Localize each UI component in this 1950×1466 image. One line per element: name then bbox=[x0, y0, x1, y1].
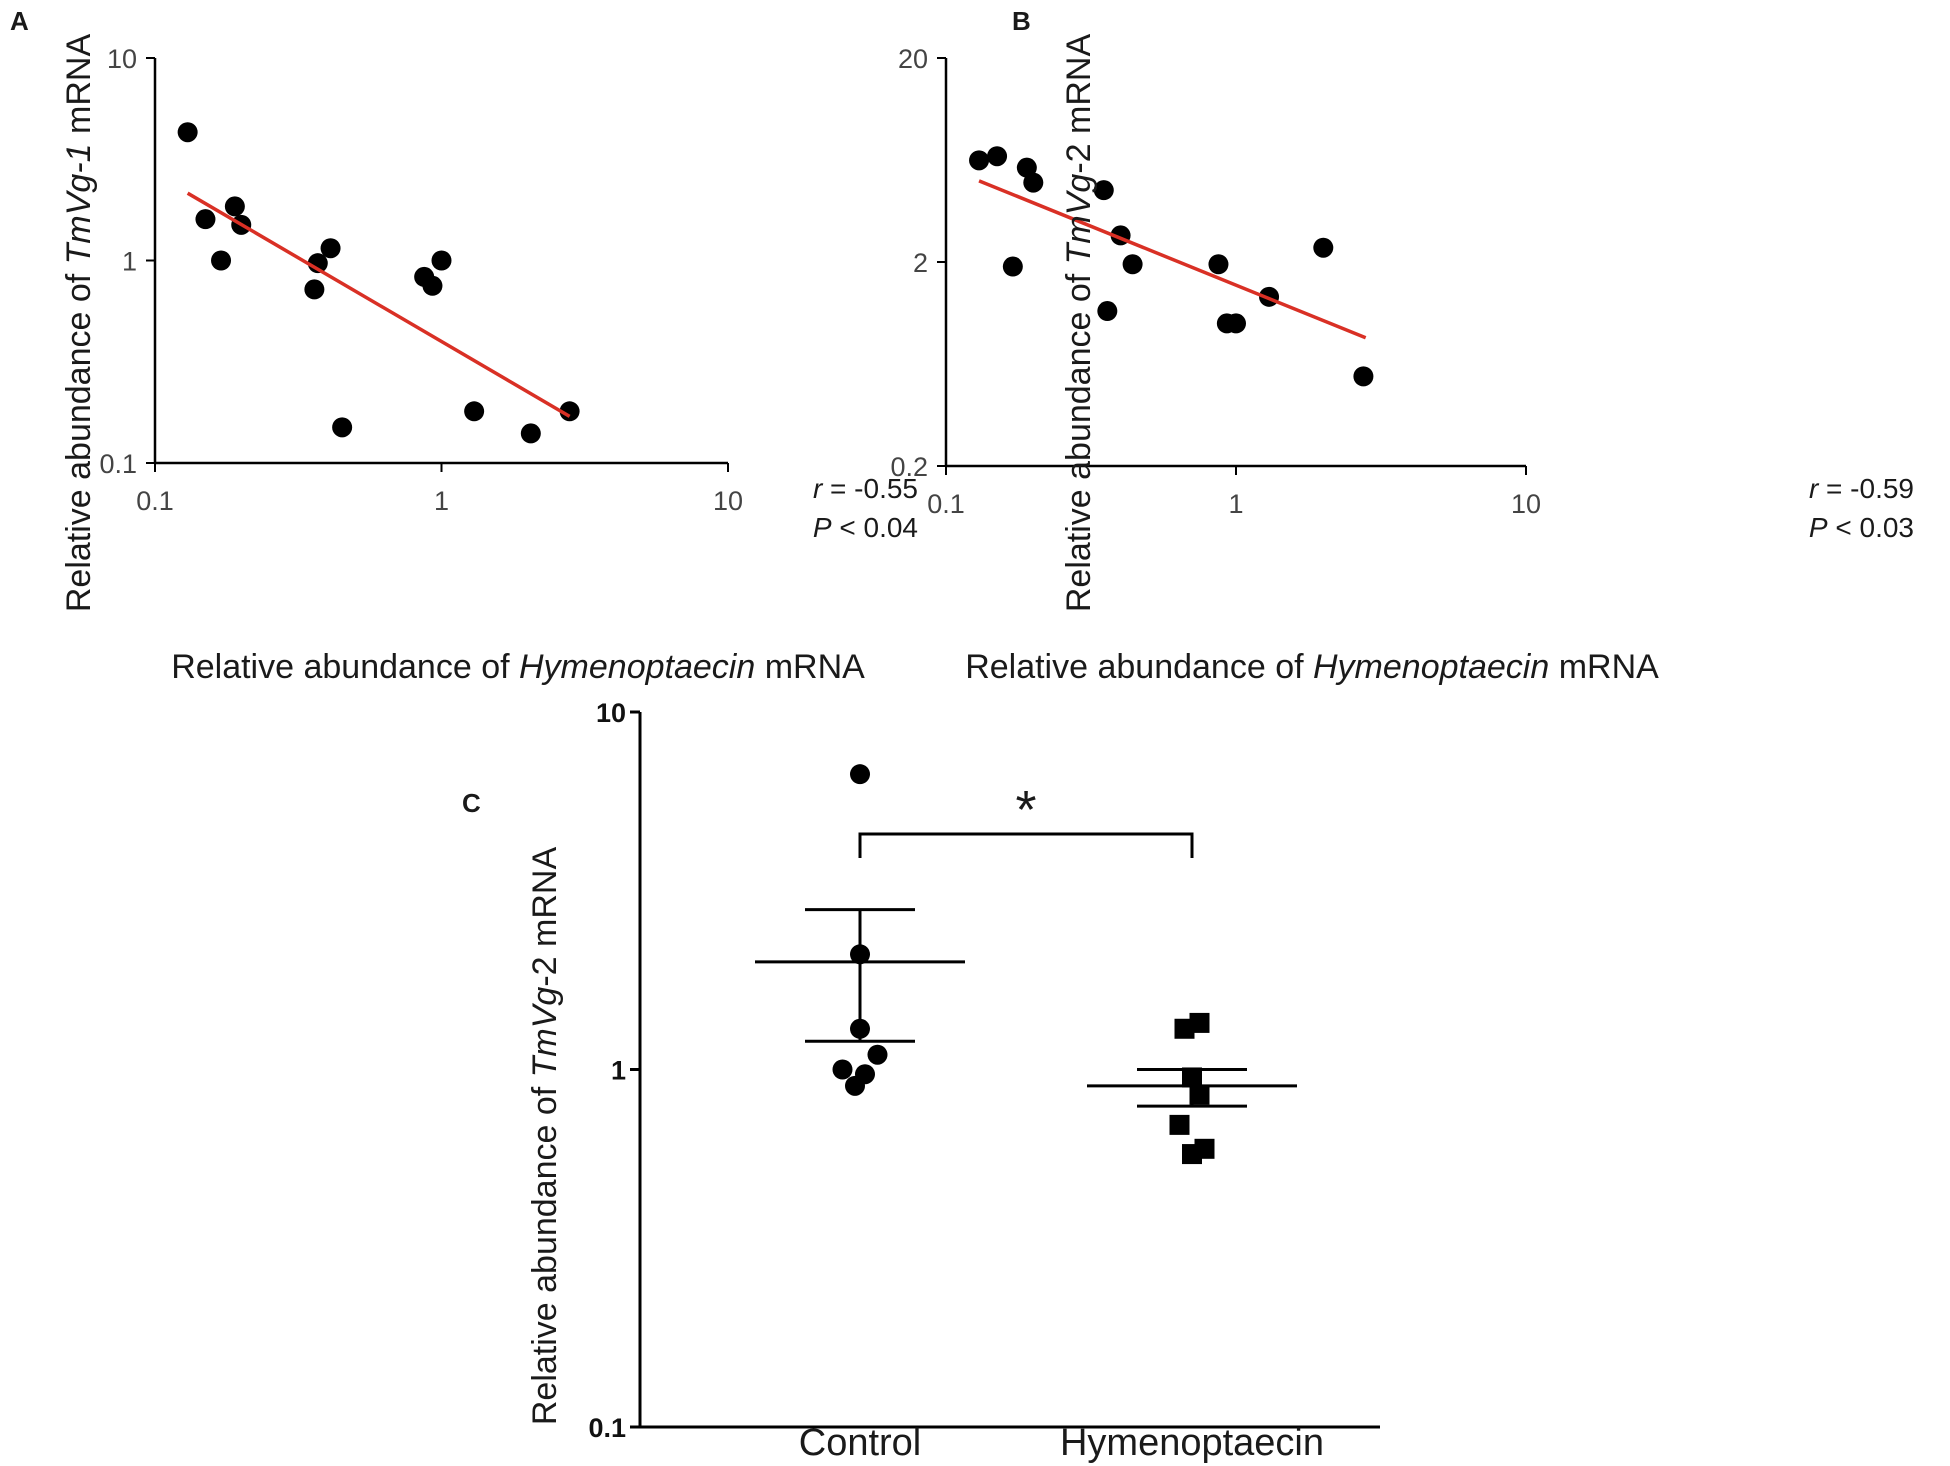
panel-b-y-tick-label: 20 bbox=[898, 44, 928, 74]
panel-a-data-point bbox=[195, 209, 216, 230]
panel-c-data-point bbox=[832, 1059, 853, 1080]
panel-b-x-tick-label: 10 bbox=[1511, 489, 1541, 519]
panel-b-data-point bbox=[987, 146, 1008, 167]
panel-b-data-point bbox=[1023, 172, 1044, 193]
panel-a-data-point bbox=[224, 196, 245, 217]
panel-a-y-tick-label: 1 bbox=[122, 247, 137, 277]
panel-c-category-label: Hymenoptaecin bbox=[1060, 1422, 1324, 1464]
panel-c-y-tick-label: 0.1 bbox=[588, 1413, 626, 1443]
panel-b-data-point bbox=[1353, 366, 1374, 387]
panel-b-data-point bbox=[1002, 256, 1023, 277]
panel-a: A 0.1 1 10 0.1 1 10 Relative abundance of Hym… bbox=[10, 6, 918, 686]
panel-b-y-tick-label: 2 bbox=[913, 248, 928, 278]
panel-c-data-point bbox=[1189, 1012, 1210, 1033]
panel-b-y-tick-label: 0.2 bbox=[890, 452, 928, 482]
panel-a-data-point bbox=[520, 423, 541, 444]
panel-b-plot: 0.2 2 20 0.1 1 10 bbox=[890, 44, 1541, 519]
panel-c-data-point bbox=[1169, 1114, 1190, 1135]
panel-b-data-point bbox=[1313, 237, 1334, 258]
panel-a-r-value: r = -0.55 bbox=[813, 473, 918, 504]
panel-c-significance-marker: * bbox=[1015, 780, 1036, 840]
panel-c-data-point bbox=[1182, 1144, 1202, 1165]
panel-c-plot: 0.1 1 10 Control Hymenoptaecin * bbox=[588, 698, 1380, 1464]
panel-a-y-tick-label: 0.1 bbox=[99, 449, 137, 479]
panel-c-y-tick-label: 10 bbox=[596, 698, 626, 728]
panel-a-x-tick-label: 10 bbox=[713, 486, 743, 516]
panel-b: B 0.2 2 20 0.1 1 10 Relative abundance of Hym… bbox=[890, 6, 1914, 686]
panel-b-data-point bbox=[1016, 157, 1037, 178]
panel-c: C 0.1 1 10 Control Hymenoptaecin * Relative a… bbox=[462, 698, 1380, 1464]
panel-a-data-point bbox=[464, 401, 485, 422]
panel-a-y-tick-label: 10 bbox=[107, 44, 137, 74]
panel-a-data-point bbox=[177, 122, 198, 143]
panel-b-label: B bbox=[1012, 6, 1031, 36]
panel-c-data-point bbox=[855, 1064, 875, 1085]
panel-a-data-point bbox=[320, 238, 341, 259]
panel-a-y-axis-label: Relative abundance of TmVg-1 mRNA bbox=[60, 34, 98, 613]
panel-a-data-point bbox=[422, 275, 443, 296]
panel-a-x-axis-label: Relative abundance of Hymenoptaecin mRNA bbox=[171, 648, 865, 686]
panel-a-data-point bbox=[332, 417, 353, 438]
panel-b-data-point bbox=[1208, 254, 1229, 275]
panel-b-regression-line bbox=[978, 179, 1367, 340]
panel-a-p-value: P < 0.04 bbox=[813, 512, 918, 543]
panel-c-data-point bbox=[1189, 1084, 1210, 1105]
panel-c-data-point bbox=[850, 764, 870, 785]
panel-c-label: C bbox=[462, 788, 481, 818]
panel-a-data-point bbox=[304, 279, 325, 300]
panel-a-plot: 0.1 1 10 0.1 1 10 bbox=[99, 44, 743, 516]
panel-c-category-label: Control bbox=[799, 1422, 922, 1464]
panel-b-data-point bbox=[1093, 180, 1114, 201]
panel-b-p-value: P < 0.03 bbox=[1809, 512, 1914, 543]
panel-a-label: A bbox=[10, 6, 29, 36]
panel-b-data-point bbox=[969, 150, 990, 171]
panel-a-data-point bbox=[431, 250, 452, 271]
panel-c-y-axis-label: Relative abundance of TmVg-2 mRNA bbox=[526, 847, 564, 1426]
panel-b-data-point bbox=[1226, 313, 1246, 334]
panel-b-data-point bbox=[1122, 254, 1143, 275]
panel-c-data-point bbox=[867, 1044, 888, 1065]
panel-b-data-point bbox=[1097, 301, 1118, 322]
panel-a-data-point bbox=[211, 250, 232, 271]
panel-b-x-tick-label: 0.1 bbox=[927, 489, 965, 519]
panel-c-significance-bracket bbox=[858, 832, 1194, 858]
panel-b-x-tick-label: 1 bbox=[1228, 489, 1243, 519]
panel-b-r-value: r = -0.59 bbox=[1809, 473, 1914, 504]
panel-a-regression-line bbox=[186, 191, 571, 418]
panel-a-x-tick-label: 0.1 bbox=[136, 486, 174, 516]
panel-c-y-tick-label: 1 bbox=[611, 1056, 626, 1086]
panel-b-x-axis-label: Relative abundance of Hymenoptaecin mRNA bbox=[965, 648, 1659, 686]
panel-a-data-point bbox=[559, 401, 580, 422]
panel-a-x-tick-label: 1 bbox=[434, 486, 449, 516]
panel-b-y-axis-label: Relative abundance of TmVg-2 mRNA bbox=[1060, 34, 1098, 613]
